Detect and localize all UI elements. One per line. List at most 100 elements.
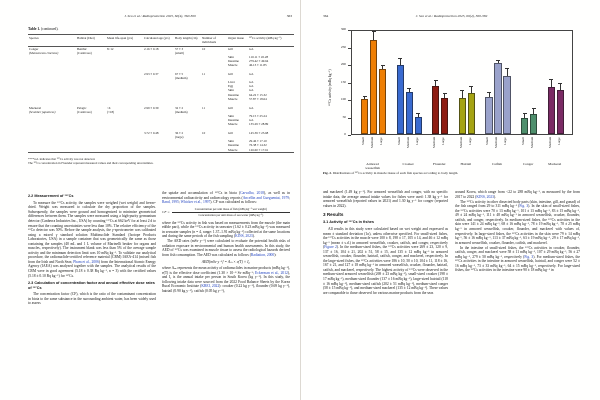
equation-lhs: CF =	[162, 209, 170, 214]
x-group-label-species: Armored weaselfish	[365, 162, 380, 170]
y-tick-label: 0	[344, 132, 346, 137]
fraction-numerator: Concentration per unit mass of fish (mBq…	[171, 207, 290, 214]
x-tick-label-size: Large	[441, 136, 446, 145]
table-row: Liver n.d.	[228, 80, 254, 85]
x-tick-label-size: Large	[503, 136, 508, 145]
bar-catfish-large	[503, 75, 511, 134]
table-row: Muscle 57.87 ± 18.64	[228, 96, 267, 101]
table-row: Intestine 279.42 ± 49.64	[228, 58, 269, 63]
x-tick-label-size: Large	[379, 136, 383, 145]
table-row: Muscle 135.29 ± 28.89	[228, 122, 269, 127]
bar-mackerel-large	[556, 89, 564, 134]
figure-caption-label: Fig. 2.	[323, 171, 332, 175]
table-1-continued: Species Habitat (Diet) Mean life-span (yrs…	[28, 34, 294, 153]
error-bar	[550, 79, 552, 87]
error-bar	[462, 90, 463, 98]
bar-conger-medium	[530, 113, 538, 134]
y-tick-label: 100	[340, 97, 346, 102]
error-bar-cap	[531, 107, 536, 109]
page-364: J. Seo et al.: Radioprotection 2025, 60(…	[300, 0, 600, 400]
bar-mackerel-medium	[547, 86, 555, 134]
figure-caption-text: Distributions of ¹³⁷Cs activity in muscl…	[332, 171, 459, 175]
citation-link[interactable]: Eckerman et al., 2012	[255, 270, 288, 275]
y-tick-mark	[348, 82, 351, 84]
bar-armored-weaselfish-large	[379, 68, 387, 134]
table-row: Conger (Muraenesox cinereus) Benthic (Carni…	[29, 46, 254, 55]
error-bar-cap	[362, 95, 367, 97]
error-bar-cap	[558, 82, 563, 84]
bar-flounder-medium	[432, 86, 440, 134]
error-bar-cap	[398, 58, 403, 59]
x-tick-label-size: Small	[521, 136, 525, 145]
error-bar	[471, 87, 472, 93]
equation: AED[mSv y⁻¹] = Aₘ × e(T) × Iᵧ,	[201, 259, 251, 264]
x-tick-label-size: Medium	[370, 136, 374, 148]
column-1: 2.2 Measurement of ¹³⁷Cs To measure the ¹…	[28, 191, 156, 390]
citation-link[interactable]: Radiation, 2000	[250, 252, 275, 257]
error-bar-cap	[460, 89, 465, 91]
x-group-label-species: Hairtail	[460, 162, 472, 166]
error-bar	[524, 113, 525, 118]
table-row: Egg n.d.	[228, 84, 254, 89]
page-number: 363	[286, 14, 292, 18]
subsection-heading: 3.1 Activity of ¹³⁷Cs in fishes	[323, 220, 375, 225]
bar-catfish-small	[485, 97, 493, 134]
section-heading: 3 Results	[323, 212, 344, 218]
citation-link[interactable]: Pham et al., 2006	[73, 259, 99, 264]
error-bar-cap	[505, 67, 509, 69]
page-363: J. Seo et al.: Radioprotection 2025, 60(…	[0, 0, 300, 400]
citation-link[interactable]: Fig. 3	[519, 204, 529, 209]
table-row: Intestine 64.22 ± 15.32	[228, 92, 267, 97]
table-row: 2.93 ± 0.37 67 ± 5 (medium) 11 Gill n.d.	[144, 72, 254, 81]
citation-link[interactable]: Ancellin and Guegueniat, 1979	[242, 195, 289, 200]
citation-link[interactable]: Carvalho, 2018	[240, 191, 264, 195]
y-tick-mark	[348, 135, 351, 136]
citation-link[interactable]: Figure 2	[324, 245, 337, 250]
error-bar-cap	[371, 31, 376, 32]
citation-link[interactable]: KREI, 2022	[201, 284, 220, 289]
error-bar	[488, 92, 490, 98]
figure-2-caption: Fig. 2. Distributions of ¹³⁷Cs activity …	[323, 171, 578, 175]
error-bar-cap	[496, 59, 500, 61]
figure-2-bar-chart: ¹³⁷Cs activity (mBq kg⁻¹) 0 50 100 150 200 250…	[321, 22, 585, 170]
citation-link[interactable]: KINS, 2023	[476, 194, 494, 199]
table-label-rest: (continued).	[40, 27, 59, 31]
table-label-bold: Table 1.	[28, 27, 41, 31]
subsection-heading: 2.2 Measurement of ¹³⁷Cs	[28, 194, 74, 198]
paragraph: the uptake and accumulation of ¹³⁷Cs in …	[162, 191, 290, 205]
error-bar	[408, 88, 410, 92]
table-column-header: Species	[28, 34, 76, 47]
bar-croaker-small	[396, 64, 404, 134]
citation-link[interactable]: KINS, 2023	[235, 234, 253, 239]
y-tick-mark	[348, 30, 351, 31]
paragraph: To measure the ¹³⁷Cs activity, the sampl…	[28, 200, 156, 278]
x-tick-label-size: Medium	[458, 136, 463, 148]
citation-link[interactable]: Whicker et al., 1997	[180, 200, 211, 205]
table-row: Skin n.d.	[228, 88, 254, 93]
table-column-header: Mean life-span (yrs)	[106, 34, 143, 47]
table-footnote: ****n.d. indicates that ¹³⁷Cs activity w…	[28, 157, 96, 161]
citation-link[interactable]: Rand, 1995	[162, 200, 179, 205]
table-footnote: The ¹³⁷Cs concentration in Flounder repr…	[28, 161, 154, 166]
paragraph: In the intestine of small-sized fishes, …	[455, 245, 580, 273]
paragraph: and mackerel (1.49 kg y⁻¹). For armored …	[323, 190, 448, 208]
fraction-denominator: Concentration per unit mass of sea water…	[198, 212, 264, 217]
error-bar	[435, 80, 437, 87]
table-column-header: Habitat (Diet)	[76, 34, 106, 47]
x-group-label-species: Flounder	[432, 162, 446, 166]
column-2: the uptake and accumulation of ¹³⁷Cs in …	[162, 191, 290, 390]
error-bar-cap	[469, 86, 474, 88]
table-column-header: Body length (cm)	[174, 34, 201, 47]
x-tick-label-size: Medium	[547, 136, 552, 148]
plot-area	[351, 30, 573, 135]
table-row: Skin 29.46 ± 17.10	[228, 139, 267, 144]
x-tick-label-size: Small	[485, 136, 490, 145]
page-number: 364	[323, 14, 329, 18]
subsection-heading: 2.3 Calculation of concentration factor …	[28, 281, 155, 290]
bar-croaker-large	[414, 117, 422, 134]
table-row: Intestine n.d.	[228, 117, 254, 122]
y-tick-mark	[348, 100, 351, 101]
citation-link[interactable]: Fig. 3	[524, 254, 534, 259]
x-tick-label-size: Large	[556, 136, 561, 145]
